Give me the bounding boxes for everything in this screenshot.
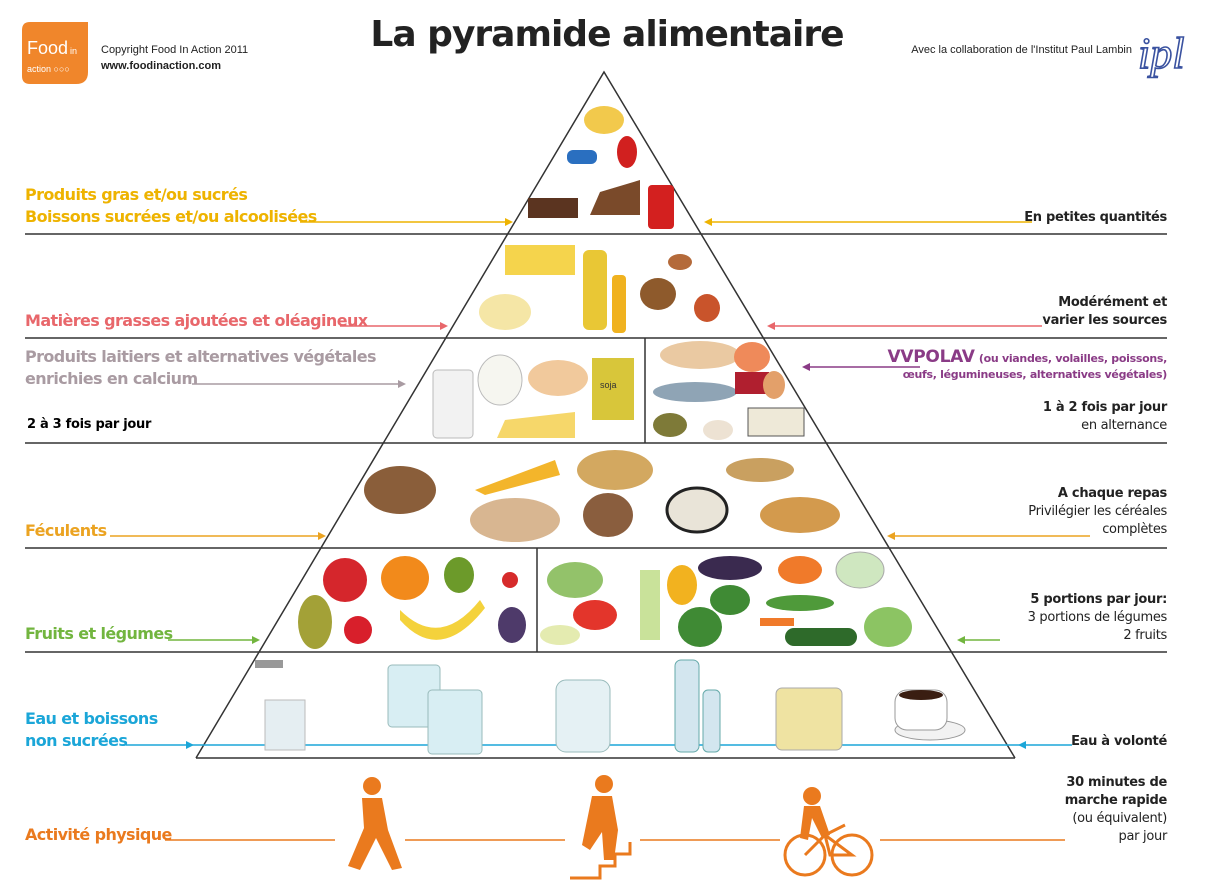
fish-icon — [653, 382, 737, 402]
page-title: La pyramide alimentaire — [370, 14, 844, 55]
water-splash-icon — [264, 699, 306, 751]
stairs-person-icon — [570, 775, 632, 880]
banana-icon — [400, 600, 485, 640]
cycling-person-icon — [783, 787, 874, 877]
dairy-label: Produits laitiers et alternatives végéta… — [25, 347, 377, 388]
margarine-icon — [479, 294, 531, 330]
bread-icon — [364, 466, 436, 514]
svg-text:action ○○○: action ○○○ — [27, 64, 70, 74]
pear-icon — [298, 595, 332, 649]
starch-advice: A chaque repas Privilégier les céréales co… — [1028, 486, 1167, 537]
green-beans-icon — [766, 595, 834, 611]
water-label: Eau et boissons non sucrées — [25, 709, 158, 750]
plum-icon — [498, 607, 526, 643]
orange-icon — [381, 556, 429, 600]
starch-label: Féculents — [25, 521, 107, 540]
apple-icon — [323, 558, 367, 602]
gummy-bear-icon — [617, 136, 637, 168]
water-advice: Eau à volonté — [1071, 734, 1167, 749]
butter-icon — [505, 245, 575, 275]
water-bottle-icon — [674, 659, 700, 753]
food-illustrations — [255, 106, 966, 755]
protein-label: VVPOLAV (ou viandes, volailles, poissons… — [887, 347, 1168, 381]
chicken-icon — [660, 341, 740, 369]
oil-bottle-icon — [583, 250, 607, 330]
grains-icon — [726, 458, 794, 482]
svg-text:Food: Food — [27, 38, 68, 58]
chips-icon — [584, 106, 624, 134]
sweets-label: Produits gras et/ou sucrés Boissons sucré… — [25, 185, 317, 226]
spinach-icon — [710, 585, 750, 615]
soda-can-icon — [648, 185, 674, 229]
water-jug-icon — [555, 679, 611, 753]
ipl-logo: ipl — [1138, 29, 1184, 78]
bread-slice-icon — [470, 498, 560, 542]
tomato-icon — [573, 600, 617, 630]
cereal-icon — [760, 497, 840, 533]
candy-icon — [567, 150, 597, 164]
eggplant-icon — [698, 556, 762, 580]
broccoli-icon — [678, 607, 722, 647]
dairy-frequency: 2 à 3 fois par jour — [27, 417, 152, 432]
pyramid-outline — [195, 70, 1016, 759]
egg-icon — [763, 371, 785, 399]
zucchini-icon — [785, 628, 857, 646]
cheese-wheel-icon — [528, 360, 588, 396]
fats-label: Matières grasses ajoutées et oléagineux — [25, 311, 368, 330]
leek-icon — [640, 570, 660, 640]
endive-icon — [540, 625, 580, 645]
pepper-icon — [667, 565, 697, 605]
activity-label: Activité physique — [25, 825, 172, 844]
soup-icon — [835, 551, 885, 589]
salmon-icon — [734, 342, 770, 372]
strawberry-icon — [344, 616, 372, 644]
milk-glass-icon — [432, 369, 474, 439]
chocolate-icon — [528, 198, 578, 218]
activity-figures — [348, 775, 874, 880]
website-text: www.foodinaction.com — [101, 60, 221, 72]
soja-label: soja — [600, 380, 617, 390]
kiwi-icon — [444, 557, 474, 593]
activity-advice: 30 minutes de marche rapide (ou équivalent… — [1064, 775, 1168, 844]
sweets-advice: En petites quantités — [1024, 210, 1167, 225]
tea-glass-icon — [775, 687, 843, 751]
walking-person-icon — [348, 777, 402, 870]
redcurrant-icon — [502, 572, 518, 588]
almond-icon — [668, 254, 692, 270]
rice-bowl-icon — [665, 486, 729, 534]
tofu-icon — [747, 407, 805, 437]
cucumber-icon — [547, 562, 603, 598]
cheese-icon — [497, 412, 575, 438]
hazelnut-icon — [694, 294, 720, 322]
water-glass-icon — [427, 689, 483, 755]
protein-frequency: 1 à 2 fois par jour en alternance — [1042, 400, 1167, 433]
crackers-icon — [583, 493, 633, 537]
svg-text:in: in — [70, 46, 77, 56]
potatoes-icon — [577, 450, 653, 490]
pasta-icon — [475, 460, 560, 495]
collaboration-text: Avec la collaboration de l'Institut Paul… — [911, 44, 1132, 56]
walnut-icon — [640, 278, 676, 310]
copyright-text: Copyright Food In Action 2011 — [101, 44, 249, 56]
cake-icon — [590, 180, 640, 215]
lettuce-icon — [864, 607, 912, 647]
fats-advice: Modérément et varier les sources — [1042, 295, 1167, 328]
oil-bottle-icon — [612, 275, 626, 333]
yogurt-icon — [477, 354, 523, 406]
tap-icon — [255, 660, 283, 668]
soy-milk-icon — [592, 358, 634, 420]
food-in-action-logo: Food in action ○○○ — [22, 22, 88, 84]
beans-icon — [703, 420, 733, 440]
carrot-icon — [760, 618, 794, 626]
lentils-icon — [653, 413, 687, 437]
fruitveg-label: Fruits et légumes — [25, 624, 173, 643]
fruitveg-advice: 5 portions par jour: 3 portions de légume… — [1027, 592, 1168, 643]
water-bottle-icon — [702, 689, 721, 753]
steak-icon — [735, 372, 769, 394]
grated-carrot-icon — [778, 556, 822, 584]
